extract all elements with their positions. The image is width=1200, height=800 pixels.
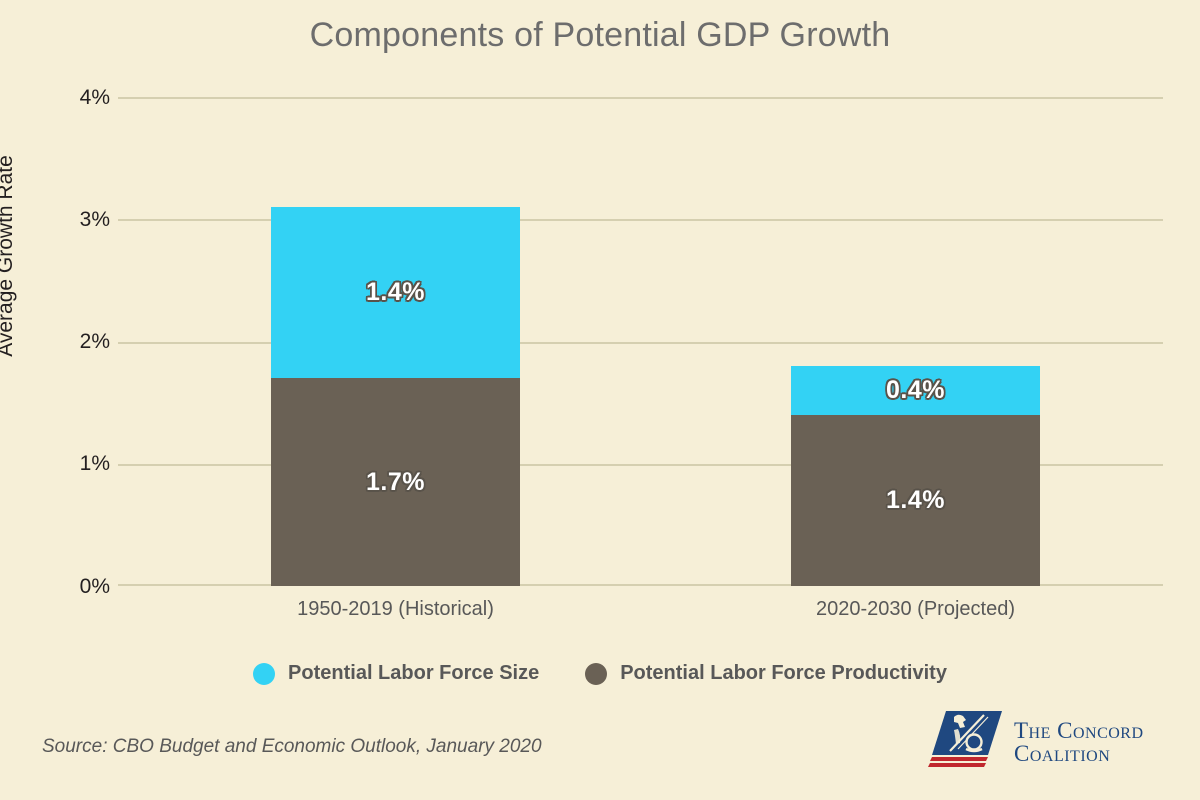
legend-item-label: Potential Labor Force Productivity: [620, 662, 947, 684]
bar-value-label: 1.4%: [886, 486, 945, 514]
y-tick-label-2: 2%: [79, 330, 110, 353]
bar-group-projected[interactable]: 0.4% 1.4%: [791, 366, 1040, 586]
y-axis-title: Average Growth Rate: [0, 155, 17, 357]
plot-area: 1.4% 1.7% 0.4% 1.4%: [118, 97, 1163, 586]
bar-value-label: 0.4%: [886, 376, 945, 404]
logo-wordmark: The Concord Coalition: [1014, 719, 1144, 765]
gridline-4pct: [118, 97, 1163, 99]
y-tick-label-4: 4%: [79, 86, 110, 109]
y-tick-label-0: 0%: [79, 575, 110, 598]
bar-value-label: 1.4%: [366, 278, 425, 306]
bar-segment-labor-force-size-projected[interactable]: 0.4%: [791, 366, 1040, 415]
y-tick-label-1: 1%: [79, 452, 110, 475]
y-tick-label-3: 3%: [79, 208, 110, 231]
legend-item-label: Potential Labor Force Size: [288, 662, 540, 684]
gridline-3pct: [118, 219, 1163, 221]
bar-segment-labor-force-size-historical[interactable]: 1.4%: [271, 207, 520, 378]
bar-segment-productivity-historical[interactable]: 1.7%: [271, 378, 520, 586]
concord-coalition-logo: The Concord Coalition: [928, 708, 1146, 776]
bar-value-label: 1.7%: [366, 467, 425, 496]
x-axis-category-label-historical: 1950-2019 (Historical): [297, 598, 494, 620]
legend-item-labor-force-productivity[interactable]: Potential Labor Force Productivity: [585, 662, 947, 685]
bar-group-historical[interactable]: 1.4% 1.7%: [271, 207, 520, 586]
chart-legend: Potential Labor Force Size Potential Lab…: [0, 662, 1200, 685]
gridline-0pct: [118, 584, 1163, 586]
logo-line-1: The Concord: [1014, 718, 1144, 743]
legend-swatch-icon: [585, 662, 608, 685]
minuteman-emblem-icon: [928, 709, 1006, 776]
legend-swatch-icon: [253, 662, 276, 685]
x-axis-category-label-projected: 2020-2030 (Projected): [815, 598, 1015, 620]
chart-title: Components of Potential GDP Growth: [309, 16, 891, 54]
gridline-2pct: [118, 342, 1163, 344]
bar-segment-productivity-projected[interactable]: 1.4%: [791, 415, 1040, 586]
legend-item-labor-force-size[interactable]: Potential Labor Force Size: [253, 662, 539, 685]
gridline-1pct: [118, 464, 1163, 466]
logo-line-2: Coalition: [1014, 741, 1111, 766]
source-note: Source: CBO Budget and Economic Outlook,…: [42, 736, 542, 757]
